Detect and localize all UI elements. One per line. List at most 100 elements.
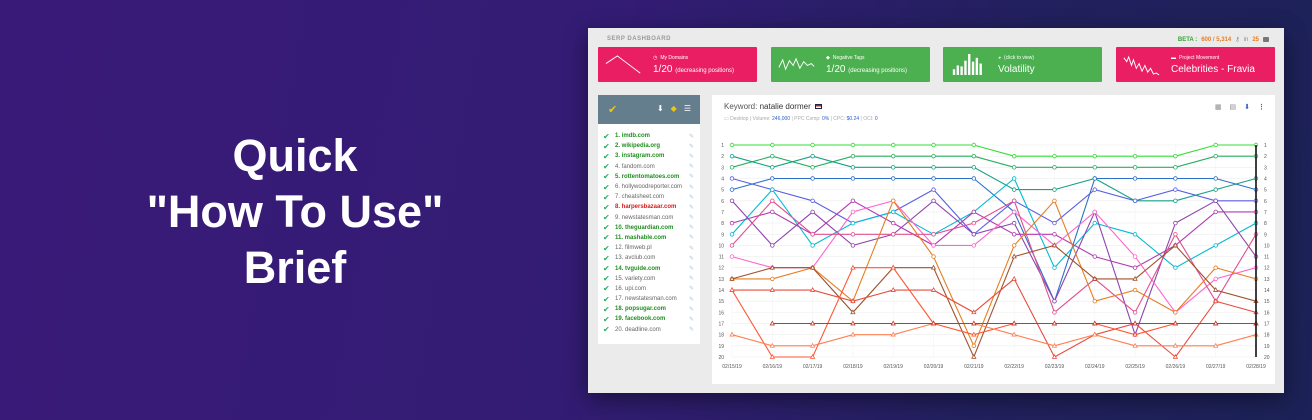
y-tick-label-right: 19 — [1264, 344, 1270, 350]
domain-item[interactable]: ✔ 20. deadline.com ✎ — [598, 325, 700, 335]
series-point — [729, 198, 735, 203]
edit-icon[interactable]: ✎ — [688, 164, 694, 171]
edit-icon[interactable]: ✎ — [688, 133, 694, 140]
domain-item[interactable]: ✔ 17. newstatesman.com ✎ — [598, 294, 700, 304]
domain-item[interactable]: ✔ 8. harpersbazaar.com ✎ — [598, 202, 700, 212]
summary-card-2[interactable]: ◆ Negative Tags 1/20 (decreasing position… — [771, 47, 930, 82]
edit-icon[interactable]: ✎ — [688, 225, 694, 232]
more-icon[interactable]: ⋮ — [1258, 104, 1265, 111]
series-point — [1052, 299, 1057, 304]
headline-line-1: Quick — [232, 130, 358, 181]
edit-icon[interactable]: ✎ — [688, 143, 694, 150]
check-icon[interactable]: ✔ — [603, 151, 610, 161]
filter-icon[interactable]: ☰ — [683, 104, 691, 113]
check-icon[interactable]: ✔ — [603, 274, 610, 284]
check-icon[interactable]: ✔ — [603, 284, 610, 294]
series-point — [971, 331, 977, 337]
edit-icon[interactable]: ✎ — [688, 153, 694, 160]
domain-item[interactable]: ✔ 15. variety.com ✎ — [598, 274, 700, 284]
edit-icon[interactable]: ✎ — [688, 286, 694, 293]
domain-item[interactable]: ✔ 18. popsugar.com ✎ — [598, 304, 700, 314]
domain-label: 8. harpersbazaar.com — [615, 204, 677, 211]
domain-item[interactable]: ✔ 13. avclub.com ✎ — [598, 253, 700, 263]
check-icon[interactable]: ✔ — [603, 213, 610, 223]
domain-item[interactable]: ✔ 2. wikipedia.org ✎ — [598, 141, 700, 151]
domain-item[interactable]: ✔ 16. upi.com ✎ — [598, 284, 700, 294]
domain-item[interactable]: ✔ 4. fandom.com ✎ — [598, 162, 700, 172]
series-point — [1092, 187, 1097, 192]
sparkline-icon — [778, 57, 815, 71]
domain-item[interactable]: ✔ 10. theguardian.com ✎ — [598, 223, 700, 233]
edit-icon[interactable]: ✎ — [688, 296, 694, 303]
edit-icon[interactable]: ✎ — [688, 194, 694, 201]
domain-item[interactable]: ✔ 6. hollywoodreporter.com ✎ — [598, 182, 700, 192]
edit-icon[interactable]: ✎ — [688, 245, 694, 252]
x-tick-label: 02/26/19 — [1166, 364, 1186, 370]
check-icon[interactable]: ✔ — [603, 233, 610, 243]
edit-icon[interactable]: ✎ — [688, 255, 694, 262]
series-point — [1132, 232, 1138, 237]
domain-item[interactable]: ✔ 11. mashable.com ✎ — [598, 233, 700, 243]
edit-icon[interactable]: ✎ — [688, 306, 694, 313]
domain-item[interactable]: ✔ 7. cheatsheet.com ✎ — [598, 192, 700, 202]
summary-card-4[interactable]: ▬ Project Movement Celebrities - Fravia — [1116, 47, 1275, 82]
check-icon[interactable]: ✔ — [603, 314, 610, 324]
y-tick-label: 2 — [721, 154, 724, 160]
series-point — [930, 320, 937, 326]
series-point — [770, 243, 775, 248]
edit-icon[interactable]: ✎ — [688, 235, 694, 242]
check-icon[interactable]: ✔ — [603, 192, 610, 202]
domain-item[interactable]: ✔ 3. instagram.com ✎ — [598, 151, 700, 161]
domain-item[interactable]: ✔ 5. rottentomatoes.com ✎ — [598, 172, 700, 182]
check-icon[interactable]: ✔ — [603, 243, 610, 253]
download-icon[interactable]: ⬇ — [1244, 104, 1250, 111]
check-icon[interactable]: ✔ — [603, 264, 610, 274]
edit-icon[interactable]: ✎ — [688, 266, 694, 273]
check-icon[interactable]: ✔ — [603, 202, 610, 212]
series-point — [891, 232, 896, 237]
check-icon[interactable]: ✔ — [603, 162, 610, 172]
download-icon[interactable]: ⬇ — [656, 104, 664, 113]
domain-item[interactable]: ✔ 1. imdb.com ✎ — [598, 131, 700, 141]
calendar-icon[interactable]: ▦ — [1214, 104, 1222, 111]
card-value: 1/20 (decreasing positions) — [826, 64, 907, 75]
series-point — [1132, 176, 1138, 181]
x-tick-label: 02/20/19 — [924, 364, 944, 370]
edit-icon[interactable]: ✎ — [688, 327, 694, 334]
check-icon[interactable]: ✔ — [603, 253, 610, 263]
check-icon[interactable]: ✔ — [603, 182, 610, 192]
key-icon[interactable]: ⚷ — [1235, 37, 1240, 43]
edit-icon[interactable]: ✎ — [688, 184, 694, 191]
domain-item[interactable]: ✔ 9. newstatesman.com ✎ — [598, 213, 700, 223]
y-tick-label: 13 — [718, 277, 724, 283]
series-point — [971, 309, 977, 315]
edit-icon[interactable]: ✎ — [688, 276, 694, 283]
series-point — [971, 343, 977, 349]
edit-icon[interactable]: ✎ — [688, 316, 694, 323]
check-icon[interactable]: ✔ — [603, 294, 610, 304]
folder-icon[interactable] — [1263, 37, 1269, 42]
domain-item[interactable]: ✔ 19. facebook.com ✎ — [598, 314, 700, 324]
comment-icon[interactable]: ▤ — [1229, 104, 1237, 111]
check-icon[interactable]: ✔ — [603, 325, 610, 335]
check-icon[interactable]: ✔ — [603, 131, 610, 141]
series-point — [1173, 220, 1178, 226]
summary-card-3[interactable]: ◕ (click to view) Volatility — [943, 47, 1102, 82]
check-icon[interactable]: ✔ — [603, 141, 610, 151]
edit-icon[interactable]: ✎ — [688, 204, 694, 211]
series-point — [1052, 165, 1057, 170]
tag-icon[interactable]: ◆ — [670, 104, 677, 113]
check-icon[interactable]: ✔ — [603, 223, 610, 233]
series-point — [769, 320, 775, 326]
domain-item[interactable]: ✔ 12. filmweb.pl ✎ — [598, 243, 700, 253]
summary-card-1[interactable]: ◷ My Domains 1/20 (decreasing positions) — [598, 47, 757, 82]
check-icon[interactable]: ✔ — [603, 304, 610, 314]
check-icon[interactable]: ✔ — [603, 172, 610, 182]
domain-item[interactable]: ✔ 14. tvguide.com ✎ — [598, 263, 700, 273]
series-point — [891, 176, 896, 181]
edit-icon[interactable]: ✎ — [688, 215, 694, 222]
card-value-note: (decreasing positions) — [848, 68, 907, 74]
select-all-icon[interactable]: ✔ — [608, 104, 618, 116]
edit-icon[interactable]: ✎ — [688, 174, 694, 181]
y-tick-label-right: 10 — [1264, 243, 1270, 249]
